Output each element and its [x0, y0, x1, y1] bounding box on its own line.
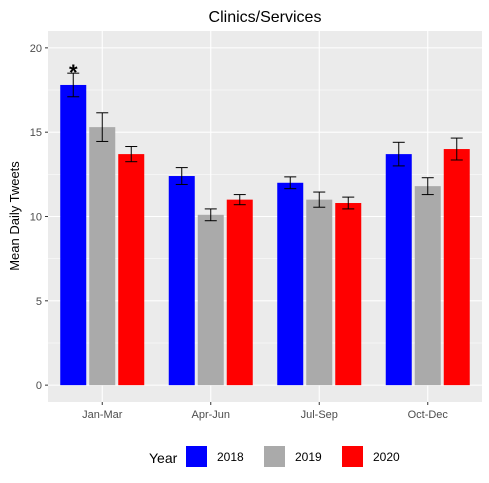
bar-2020-Oct-Dec — [443, 149, 470, 386]
x-tick-label: Jan-Mar — [82, 409, 123, 421]
legend-title: Year — [149, 450, 178, 466]
bar-2019-Jul-Sep — [306, 199, 333, 386]
bars-group — [60, 84, 470, 386]
bar-2018-Jul-Sep — [277, 182, 304, 386]
y-tick-label: 20 — [30, 43, 42, 55]
legend-label-2020: 2020 — [373, 450, 400, 464]
annotations-group: * — [69, 60, 78, 85]
legend-key-2020 — [342, 446, 363, 467]
legend-key-2018 — [186, 446, 207, 467]
bar-2020-Jan-Mar — [118, 154, 145, 386]
x-tick-label: Oct-Dec — [408, 409, 449, 421]
chart-title: Clinics/Services — [209, 9, 322, 26]
y-tick-label: 0 — [36, 380, 42, 392]
y-axis-title: Mean Daily Tweets — [7, 161, 22, 271]
bar-2018-Oct-Dec — [385, 154, 412, 386]
legend: Year 2018 2019 2020 — [149, 446, 400, 467]
bar-2019-Jan-Mar — [89, 127, 116, 386]
bar-2019-Oct-Dec — [414, 186, 441, 386]
x-axis-ticks: Jan-Mar Apr-Jun Jul-Sep Oct-Dec — [82, 402, 448, 421]
legend-label-2018: 2018 — [217, 450, 244, 464]
bar-2018-Apr-Jun — [168, 176, 195, 386]
legend-label-2019: 2019 — [295, 450, 322, 464]
bar-2020-Jul-Sep — [335, 203, 362, 386]
x-tick-label: Apr-Jun — [191, 409, 230, 421]
significance-annotation: * — [69, 60, 78, 85]
legend-key-2019 — [264, 446, 285, 467]
error-bars-group — [67, 72, 463, 222]
x-tick-label: Jul-Sep — [301, 409, 338, 421]
bar-2019-Apr-Jun — [197, 214, 224, 386]
y-tick-label: 15 — [30, 127, 42, 139]
y-tick-label: 5 — [36, 296, 42, 308]
y-tick-label: 10 — [30, 212, 42, 224]
y-axis-ticks: 0 5 10 15 20 — [30, 43, 48, 392]
bar-2018-Jan-Mar — [60, 84, 87, 386]
bar-2020-Apr-Jun — [226, 199, 253, 386]
